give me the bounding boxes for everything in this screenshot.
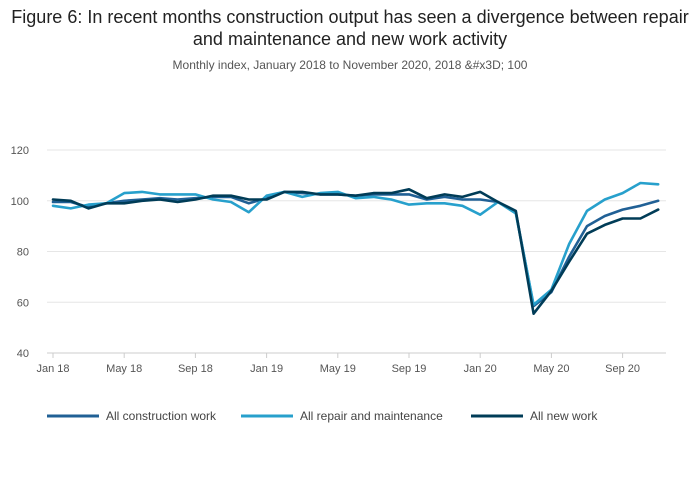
y-tick-label: 100 [11, 196, 29, 208]
y-tick-label: 80 [17, 247, 29, 259]
x-tick-label: May 18 [106, 363, 142, 375]
chart-subtitle: Monthly index, January 2018 to November … [172, 58, 528, 72]
series-line-3 [51, 188, 660, 316]
gridlines [47, 149, 666, 354]
x-axis: Jan 18 May 18 Sep 18 Jan 19 May 19 Sep 19 Jan … [36, 353, 640, 375]
series-line-2 [51, 181, 660, 307]
legend-label: All repair and maintenance [300, 409, 443, 423]
chart-title: Figure 6: In recent months construction … [11, 7, 689, 49]
legend-item[interactable]: All new work [471, 409, 598, 423]
x-tick-label: Jan 18 [36, 363, 69, 375]
x-tick-label: Jan 20 [464, 363, 497, 375]
x-tick-label: Jan 19 [250, 363, 283, 375]
x-tick-label: May 20 [533, 363, 569, 375]
series-lines [51, 181, 660, 316]
y-tick-label: 120 [11, 145, 29, 157]
legend: All construction work All repair and main… [47, 409, 598, 423]
legend-label: All new work [530, 409, 598, 423]
legend-item[interactable]: All repair and maintenance [241, 409, 443, 423]
x-tick-label: Sep 18 [178, 363, 213, 375]
title-block: Figure 6: In recent months construction … [0, 6, 700, 72]
y-tick-label: 60 [17, 297, 29, 309]
x-tick-label: May 19 [320, 363, 356, 375]
x-tick-label: Sep 20 [605, 363, 640, 375]
y-tick-label: 40 [17, 348, 29, 360]
legend-item[interactable]: All construction work [47, 409, 217, 423]
y-axis: 40 60 80 100 120 [11, 145, 29, 360]
legend-label: All construction work [106, 409, 217, 423]
x-tick-label: Sep 19 [392, 363, 427, 375]
